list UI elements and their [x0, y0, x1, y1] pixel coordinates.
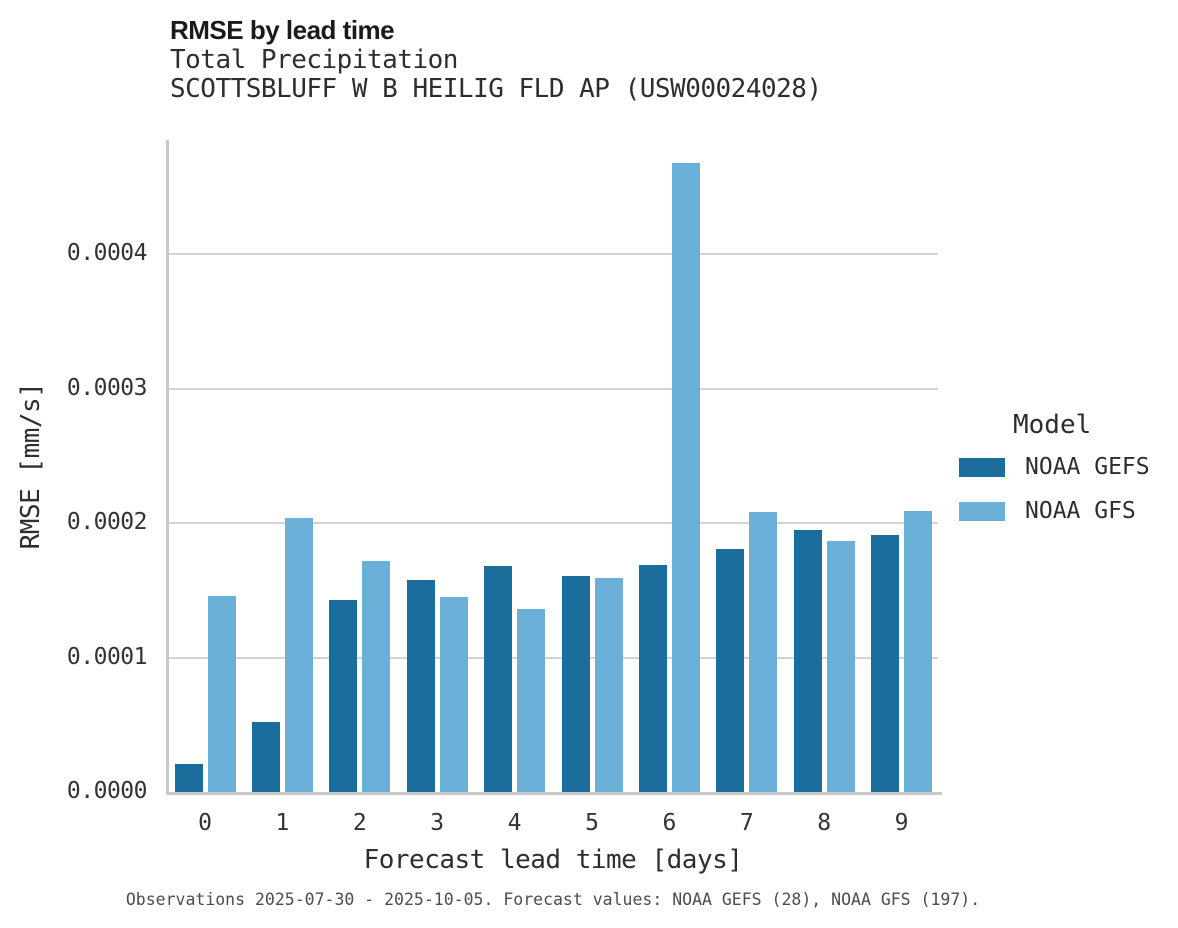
- x-tick-label-4: 4: [507, 810, 522, 836]
- x-axis-title: Forecast lead time [days]: [363, 845, 743, 875]
- bar-noaa-gfs-lead-3: [439, 597, 468, 792]
- bar-noaa-gefs-lead-9: [871, 535, 900, 792]
- y-tick-label: 0.0003: [66, 375, 148, 401]
- bar-noaa-gfs-lead-7: [749, 512, 778, 792]
- legend-item-label: NOAA GFS: [1025, 498, 1136, 524]
- legend-swatch-icon: [959, 501, 1005, 521]
- y-tick-label: 0.0002: [66, 509, 148, 535]
- legend-item-noaa-gfs: NOAA GFS: [959, 498, 1150, 524]
- chart-header: RMSE by lead time Total Precipitation SC…: [170, 14, 822, 104]
- bar-noaa-gefs-lead-0: [174, 764, 203, 792]
- gridline-y-0.0003: [168, 388, 938, 390]
- chart-title: RMSE by lead time: [170, 15, 395, 45]
- y-tick-label: 0.0004: [66, 240, 148, 266]
- legend-item-label: NOAA GEFS: [1025, 454, 1150, 480]
- bar-noaa-gfs-lead-5: [594, 578, 623, 792]
- gridline-y-0.0001: [168, 657, 938, 659]
- bar-noaa-gfs-lead-9: [904, 511, 933, 792]
- x-axis-spine: [166, 792, 942, 795]
- y-tick-label: 0.0000: [66, 778, 148, 804]
- y-axis-title: RMSE [mm/s]: [16, 382, 46, 550]
- x-tick-label-0: 0: [198, 810, 212, 836]
- x-tick-label-8: 8: [817, 810, 832, 836]
- x-tick-label-1: 1: [275, 810, 290, 836]
- legend-item-noaa-gefs: NOAA GEFS: [959, 454, 1150, 480]
- chart-subtitle-station: SCOTTSBLUFF W B HEILIG FLD AP (USW000240…: [170, 74, 822, 104]
- y-axis-spine: [166, 140, 169, 795]
- legend-swatch-icon: [959, 457, 1005, 477]
- bar-noaa-gfs-lead-2: [362, 561, 391, 792]
- x-tick-label-9: 9: [894, 810, 909, 836]
- x-tick-label-7: 7: [739, 810, 754, 836]
- chart-subtitle-variable: Total Precipitation: [170, 45, 458, 75]
- x-tick-label-3: 3: [430, 810, 445, 836]
- bar-noaa-gefs-lead-8: [793, 530, 822, 792]
- bar-noaa-gefs-lead-1: [251, 722, 280, 792]
- legend: Model NOAA GEFS NOAA GFS: [959, 410, 1150, 542]
- legend-items: NOAA GEFS NOAA GFS: [959, 454, 1150, 524]
- bar-noaa-gefs-lead-6: [638, 565, 667, 792]
- bar-noaa-gefs-lead-4: [484, 566, 513, 792]
- y-tick-label: 0.0001: [66, 644, 148, 670]
- bar-noaa-gefs-lead-3: [406, 580, 435, 792]
- legend-title: Model: [1013, 410, 1092, 440]
- gridline-y-0.0002: [168, 522, 938, 524]
- x-tick-label-2: 2: [352, 810, 367, 836]
- bar-noaa-gefs-lead-7: [716, 549, 745, 792]
- bar-noaa-gefs-lead-2: [329, 600, 358, 792]
- bar-noaa-gfs-lead-0: [207, 596, 236, 792]
- bar-noaa-gefs-lead-5: [561, 576, 590, 792]
- x-tick-label-5: 5: [585, 810, 599, 836]
- x-tick-label-6: 6: [662, 810, 677, 836]
- gridline-y-0.0004: [168, 253, 938, 255]
- bar-noaa-gfs-lead-8: [826, 541, 855, 792]
- caption: Observations 2025-07-30 - 2025-10-05. Fo…: [125, 890, 981, 909]
- bar-noaa-gfs-lead-4: [517, 609, 546, 792]
- bar-noaa-gfs-lead-1: [284, 518, 313, 792]
- bar-noaa-gfs-lead-6: [671, 163, 700, 792]
